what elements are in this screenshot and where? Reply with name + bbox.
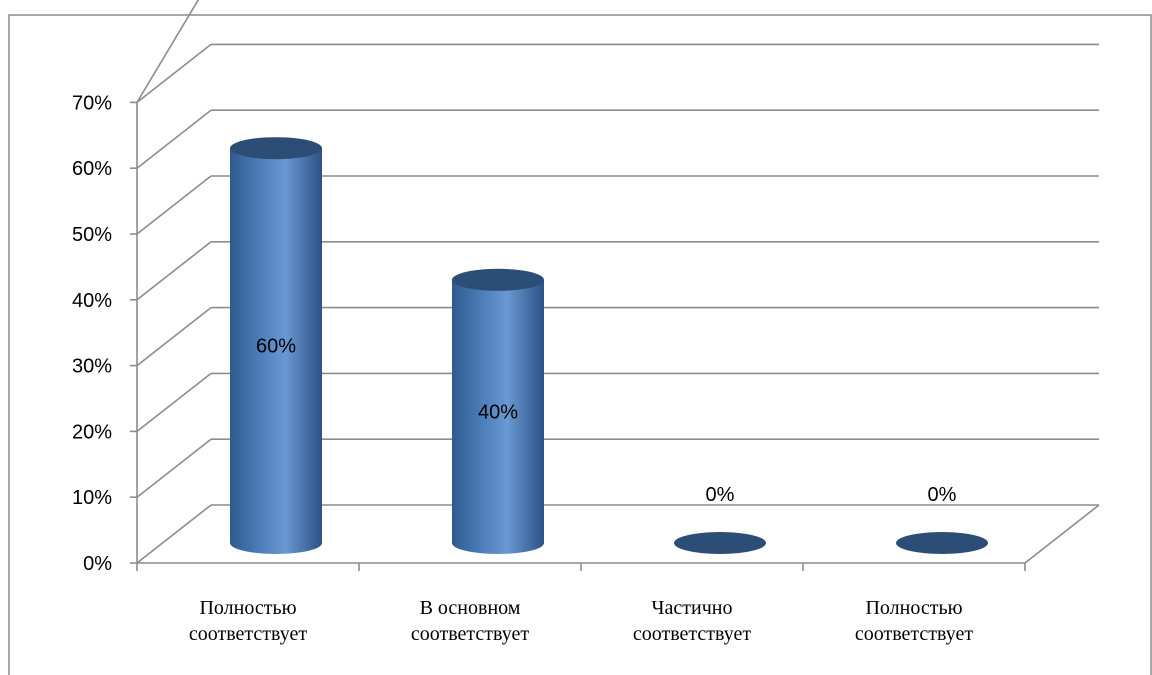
bar-cylinder-top (452, 268, 544, 291)
y-tick-label: 20% (72, 421, 112, 443)
side-wall-gridline (136, 43, 212, 104)
y-tick-label: 50% (72, 224, 112, 246)
side-wall-gridline (136, 438, 212, 498)
category-labels: Полностью соответствует В основном соответс… (189, 597, 974, 645)
y-tick-label: 70% (72, 92, 112, 114)
y-tick-label: 10% (72, 487, 112, 509)
side-wall-gridline (136, 241, 212, 301)
side-wall-gridline (136, 504, 212, 564)
x-category-label: Полностью соответствует (855, 597, 974, 645)
data-label: 40% (478, 401, 518, 423)
y-tick-label: 60% (72, 158, 112, 180)
data-label: 60% (256, 336, 296, 358)
bar-cylinder-flat (674, 532, 766, 554)
y-tick-label: 40% (72, 290, 112, 312)
bars (230, 137, 988, 554)
side-wall-gridline (136, 372, 212, 433)
bar-cylinder (452, 279, 544, 554)
floor-right-edge (1024, 504, 1100, 564)
side-wall-top (136, 0, 200, 103)
x-category-label: Полностью соответствует (189, 597, 308, 645)
x-category-label: В основном соответствует (411, 597, 530, 645)
axes (130, 101, 1026, 571)
x-category-label: Частично соответствует (633, 597, 752, 645)
data-labels: 60% 40% 0% 0% (256, 336, 957, 506)
side-wall-gridline (136, 175, 212, 235)
chart-frame (8, 14, 1152, 675)
bar-cylinder-top (230, 137, 322, 160)
side-wall-gridline (136, 306, 212, 367)
gridlines (136, 0, 1100, 564)
bar-cylinder-flat (896, 532, 988, 554)
y-tick-label: 0% (83, 553, 112, 575)
y-tick-labels: 0% 10% 20% 30% 40% 50% 60% 70% (72, 92, 112, 575)
data-label: 0% (928, 484, 957, 506)
y-tick-label: 30% (72, 356, 112, 378)
side-wall-gridline (136, 109, 212, 169)
data-label: 0% (706, 484, 735, 506)
bar-cylinder (230, 148, 322, 554)
